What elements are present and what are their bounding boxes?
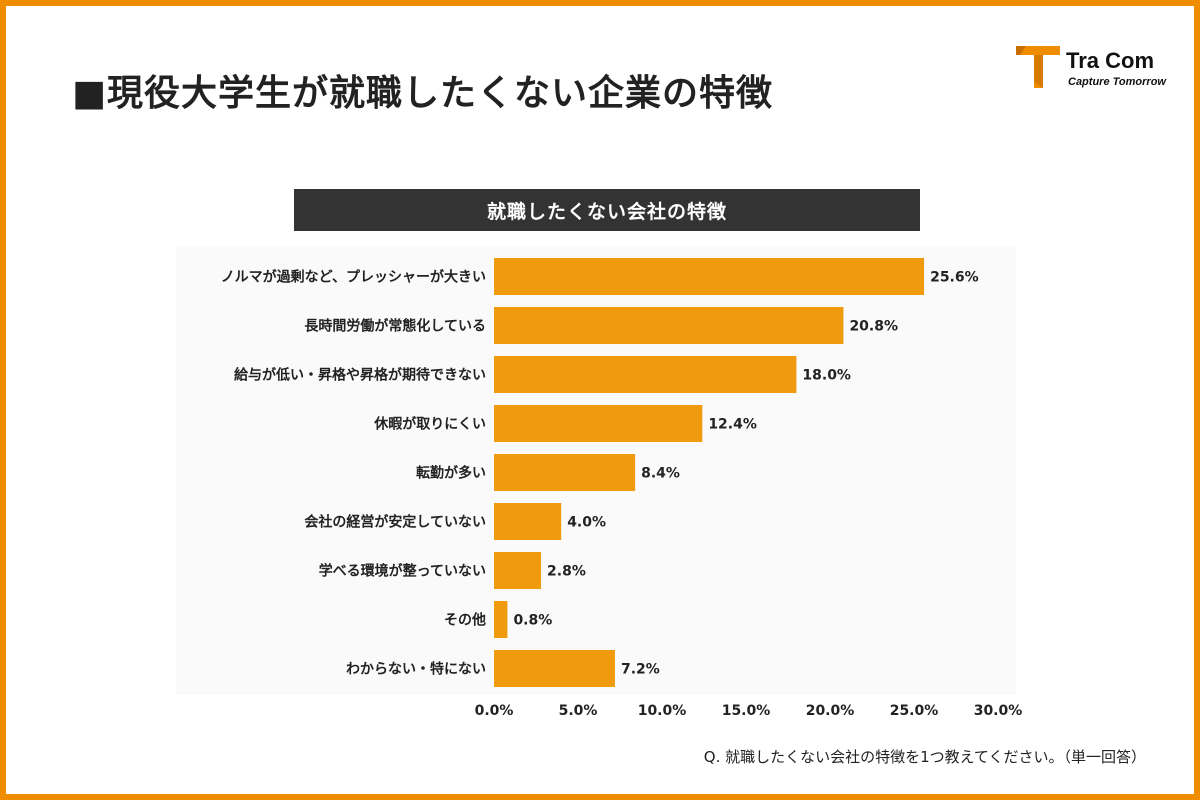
data-label: 2.8% <box>547 564 586 580</box>
category-label: 長時間労働が常態化している <box>304 318 486 335</box>
x-tick-label: 25.0% <box>890 703 939 719</box>
category-label: わからない・特にない <box>346 661 486 678</box>
category-label: 給与が低い・昇格や昇格が期待できない <box>234 367 486 384</box>
bar <box>494 307 844 344</box>
bar <box>494 552 542 589</box>
bar <box>494 601 508 638</box>
bar <box>494 258 925 295</box>
category-label: その他 <box>444 612 486 629</box>
data-label: 8.4% <box>641 466 680 482</box>
category-label: ノルマが過剰など、プレッシャーが大きい <box>221 269 486 286</box>
category-label: 転勤が多い <box>416 465 486 482</box>
category-label: 会社の経営が安定していない <box>304 514 486 531</box>
chart-title: 就職したくない会社の特徴 <box>294 189 920 231</box>
x-tick-label: 10.0% <box>638 703 687 719</box>
logo-tagline: Capture Tomorrow <box>1068 76 1166 88</box>
x-tick-label: 15.0% <box>722 703 771 719</box>
bar-chart: ノルマが過剰など、プレッシャーが大きい 25.6% 長時間労働が常態化している 20.… <box>176 246 1023 719</box>
tracom-logo-icon <box>1016 46 1060 88</box>
data-label: 0.8% <box>513 613 552 629</box>
x-tick-label: 30.0% <box>974 703 1023 719</box>
bar <box>494 503 562 540</box>
bar <box>494 356 797 393</box>
data-label: 4.0% <box>567 515 606 531</box>
footnote: Q. 就職したくない会社の特徴を1つ教えてください。（単一回答） <box>703 748 1146 766</box>
category-label: 休暇が取りにくい <box>373 416 486 433</box>
page-title: ■現役大学生が就職したくない企業の特徴 <box>72 73 774 114</box>
logo-name: Tra Com <box>1066 48 1155 73</box>
bar <box>494 405 703 442</box>
brand-logo: Tra Com Capture Tomorrow <box>1016 40 1176 96</box>
category-label: 学べる環境が整っていない <box>319 563 486 580</box>
x-tick-label: 0.0% <box>475 703 514 719</box>
data-label: 20.8% <box>849 319 898 335</box>
bar <box>494 650 615 687</box>
data-label: 18.0% <box>802 368 851 384</box>
bar <box>494 454 636 491</box>
data-label: 25.6% <box>930 270 979 286</box>
data-label: 12.4% <box>708 417 757 433</box>
data-label: 7.2% <box>621 662 660 678</box>
x-tick-label: 5.0% <box>559 703 598 719</box>
x-tick-label: 20.0% <box>806 703 855 719</box>
